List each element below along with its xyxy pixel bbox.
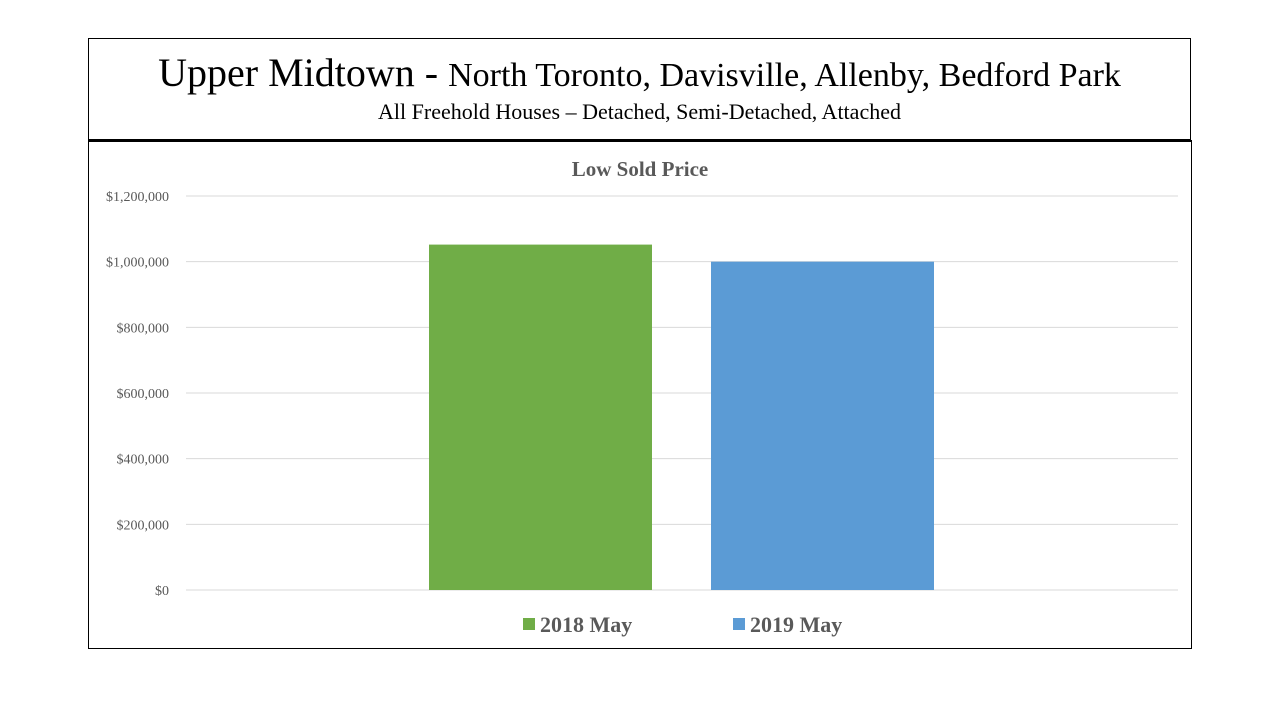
- header-box: Upper Midtown - North Toronto, Davisvill…: [88, 38, 1191, 140]
- legend-label: 2018 May: [540, 612, 632, 637]
- title-main: Upper Midtown -: [158, 50, 449, 95]
- y-tick-label: $1,200,000: [106, 190, 169, 205]
- legend-label: 2019 May: [750, 612, 842, 637]
- y-tick-label: $0: [155, 584, 169, 599]
- y-tick-label: $1,000,000: [106, 256, 169, 271]
- y-tick-label: $600,000: [117, 387, 170, 402]
- y-tick-label: $200,000: [117, 518, 170, 533]
- title-neighbourhoods: North Toronto, Davisville, Allenby, Bedf…: [448, 57, 1121, 94]
- legend-swatch: [523, 618, 535, 630]
- bar-2018-may: [429, 244, 652, 591]
- page-title: Upper Midtown - North Toronto, Davisvill…: [89, 53, 1190, 93]
- bar-2019-may: [711, 261, 934, 590]
- y-tick-label: $400,000: [117, 453, 170, 468]
- chart-title: Low Sold Price: [572, 157, 709, 181]
- y-tick-label: $800,000: [117, 321, 170, 336]
- page-subtitle: All Freehold Houses – Detached, Semi-Det…: [378, 99, 901, 124]
- legend-swatch: [733, 618, 745, 630]
